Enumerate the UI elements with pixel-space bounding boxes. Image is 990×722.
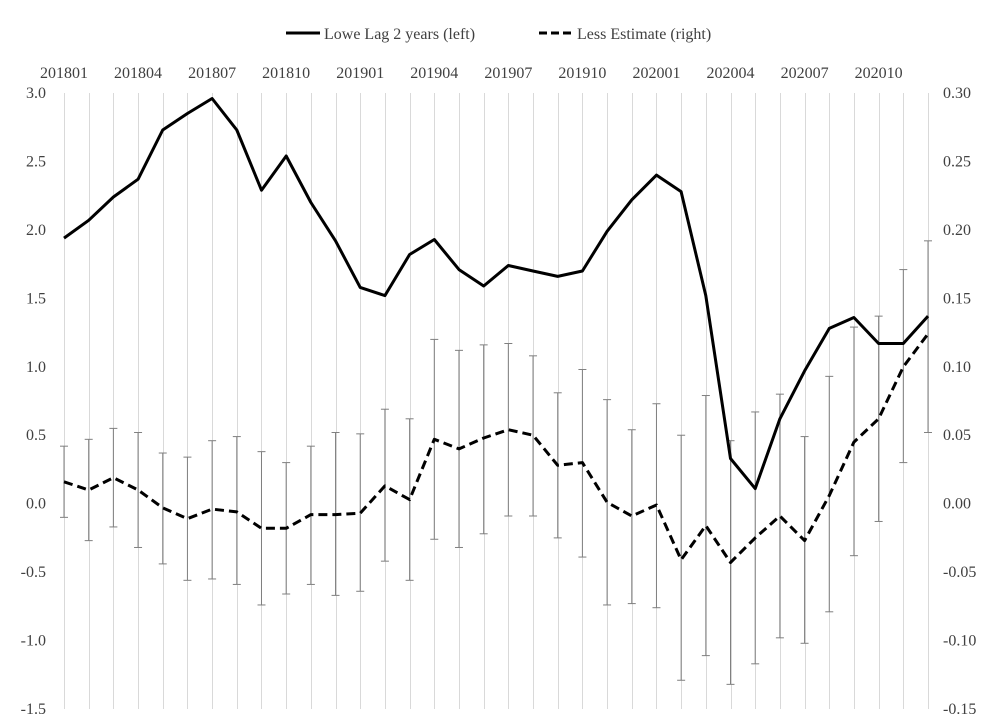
left-y-tick-label: 1.0 bbox=[26, 359, 46, 376]
x-tick-label: 202007 bbox=[781, 65, 829, 82]
left-y-tick-label: 0.0 bbox=[26, 496, 46, 513]
left-y-tick-label: 2.5 bbox=[26, 153, 46, 170]
error-bar bbox=[257, 451, 266, 606]
x-tick-label: 202001 bbox=[632, 65, 680, 82]
error-bar bbox=[899, 269, 908, 464]
series-lines bbox=[63, 97, 930, 564]
right-y-tick-label: 0.20 bbox=[943, 222, 971, 239]
right-y-tick-label: 0.00 bbox=[943, 496, 971, 513]
error-bar bbox=[775, 393, 784, 639]
x-tick-label: 201810 bbox=[262, 65, 310, 82]
x-tick-label: 202004 bbox=[707, 65, 755, 82]
left-axis-tick-labels: 3.0 2.5 2.0 1.5 1.0 0.5 0.0 -0.5 -1.0 -1.5 bbox=[21, 85, 46, 718]
left-y-tick-label: 0.5 bbox=[26, 427, 46, 444]
error-bar bbox=[60, 445, 68, 518]
error-bar bbox=[134, 431, 143, 548]
legend-label-less: Less Estimate (right) bbox=[577, 26, 711, 43]
x-tick-label: 201907 bbox=[484, 65, 532, 82]
series-line-less-estimate bbox=[63, 332, 930, 564]
x-tick-label: 201801 bbox=[40, 65, 88, 82]
error-bar bbox=[504, 343, 513, 517]
error-bars bbox=[60, 240, 932, 685]
right-y-tick-label: 0.15 bbox=[943, 290, 971, 307]
error-bar bbox=[84, 438, 93, 542]
error-bar bbox=[701, 395, 710, 657]
error-bar bbox=[924, 240, 932, 433]
series-line-lowe-lag-2-years bbox=[63, 97, 930, 491]
left-y-tick-label: 3.0 bbox=[26, 85, 46, 102]
error-bar bbox=[208, 440, 217, 580]
legend-label-lowe: Lowe Lag 2 years (left) bbox=[324, 26, 475, 43]
right-y-tick-label: -0.15 bbox=[943, 701, 976, 718]
left-y-tick-label: -1.5 bbox=[21, 701, 46, 718]
x-tick-label: 201804 bbox=[114, 65, 162, 82]
right-y-tick-label: -0.10 bbox=[943, 633, 976, 650]
right-y-tick-label: -0.05 bbox=[943, 564, 976, 581]
error-bar bbox=[529, 355, 538, 517]
error-bar bbox=[603, 399, 612, 606]
right-axis-tick-labels: 0.30 0.25 0.20 0.15 0.10 0.05 0.00 -0.05 -0.10 -0… bbox=[943, 85, 976, 718]
right-y-tick-label: 0.25 bbox=[943, 153, 971, 170]
x-tick-label: 201904 bbox=[410, 65, 458, 82]
left-y-tick-label: 2.0 bbox=[26, 222, 46, 239]
error-bar bbox=[874, 315, 883, 522]
x-axis-tick-labels: 201801 201804 201807 201810 201901 201904 2019… bbox=[40, 65, 903, 82]
error-bar bbox=[158, 452, 167, 565]
gridlines bbox=[64, 93, 929, 709]
x-tick-label: 202010 bbox=[855, 65, 903, 82]
legend: Lowe Lag 2 years (left) Less Estimate (r… bbox=[286, 26, 711, 43]
right-y-tick-label: 0.30 bbox=[943, 85, 971, 102]
error-bar bbox=[627, 429, 636, 605]
right-y-tick-label: 0.05 bbox=[943, 427, 971, 444]
error-bar bbox=[109, 427, 118, 528]
left-y-tick-label: 1.5 bbox=[26, 290, 46, 307]
error-bar bbox=[183, 456, 192, 581]
left-y-tick-label: -1.0 bbox=[21, 633, 46, 650]
x-tick-label: 201901 bbox=[336, 65, 384, 82]
x-tick-label: 201807 bbox=[188, 65, 236, 82]
x-tick-label: 201910 bbox=[558, 65, 606, 82]
right-y-tick-label: 0.10 bbox=[943, 359, 971, 376]
left-y-tick-label: -0.5 bbox=[21, 564, 46, 581]
